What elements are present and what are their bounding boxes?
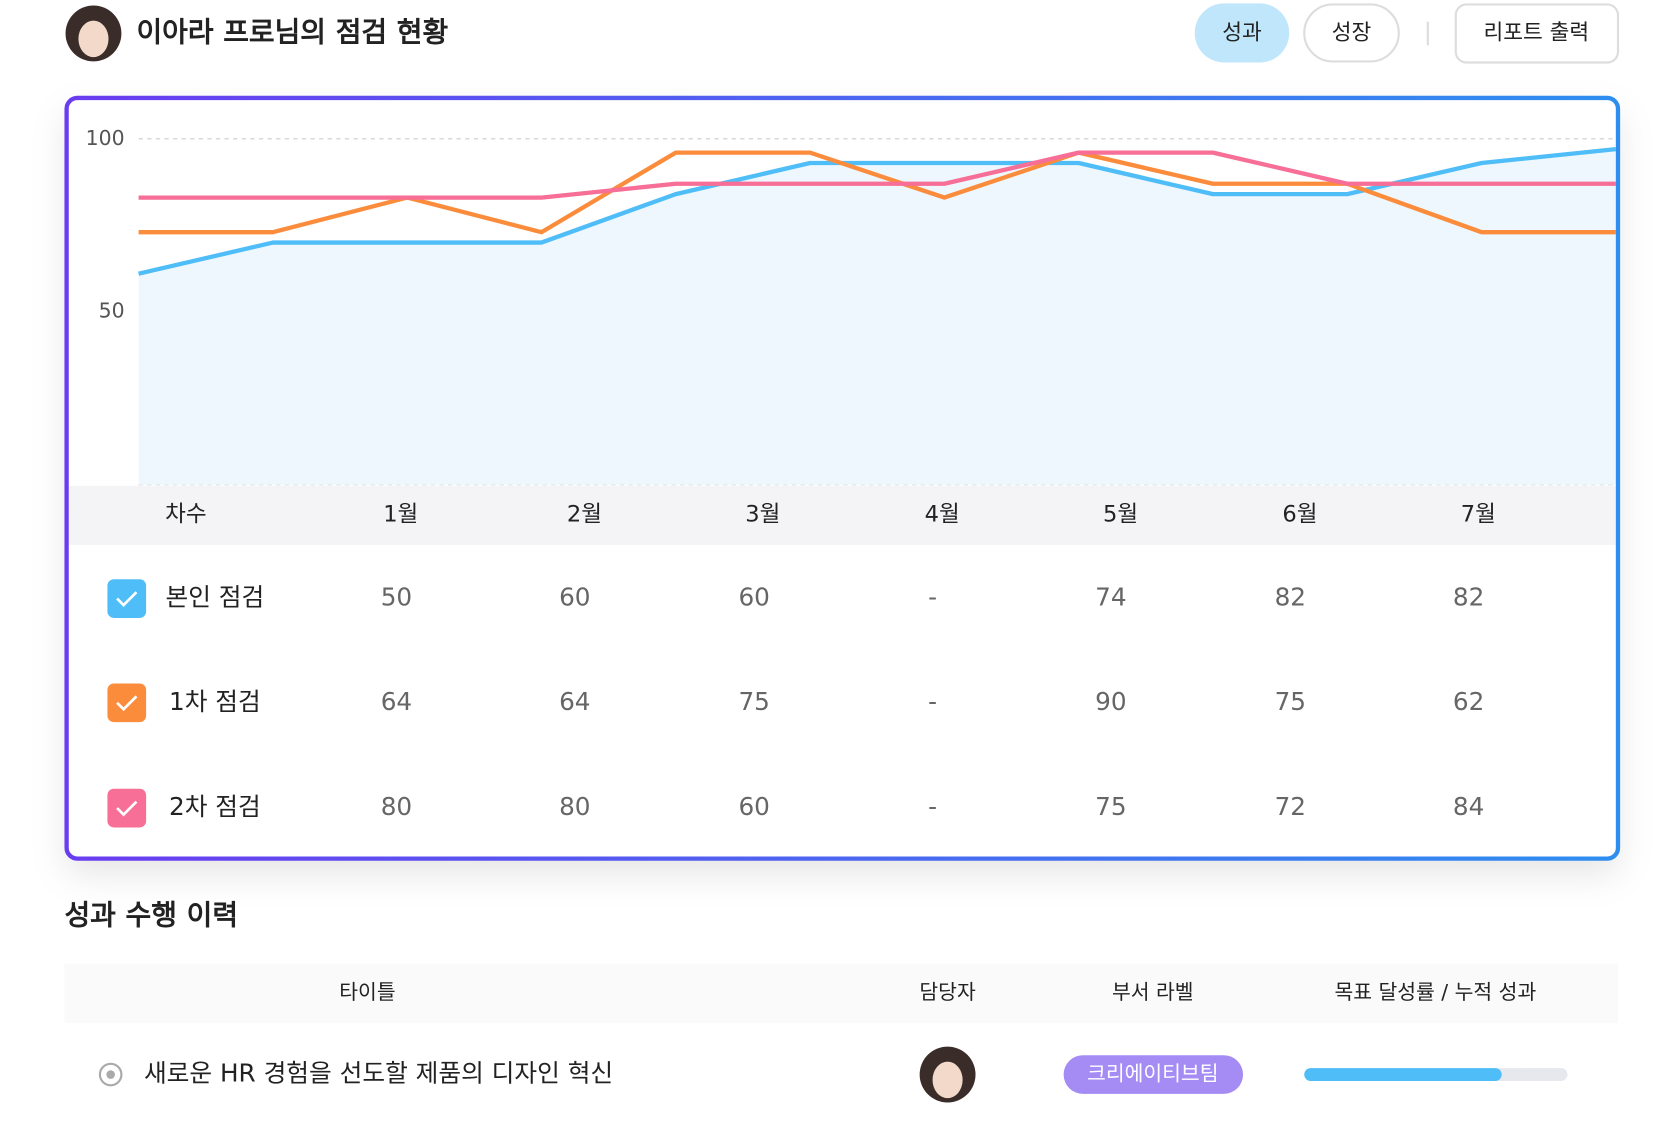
check-icon <box>116 800 138 817</box>
column-header: 2월 <box>567 501 602 527</box>
cell: 84 <box>1453 792 1484 821</box>
checkbox <box>107 788 147 828</box>
checkbox <box>107 683 147 723</box>
column-header: 7월 <box>1461 501 1496 527</box>
area <box>138 149 1616 485</box>
progress-bar <box>1304 1068 1502 1081</box>
row-label: 본인 점검 <box>165 583 264 612</box>
line <box>138 147 1617 276</box>
report-label[interactable]: 리포트 출력 <box>1484 20 1590 45</box>
cell: 64 <box>559 687 590 716</box>
row-icon-dot <box>106 1070 115 1079</box>
cell: 60 <box>738 792 769 821</box>
line <box>138 150 1616 200</box>
cell: 50 <box>381 583 412 612</box>
check-icon <box>116 695 138 712</box>
check-icon <box>116 591 138 607</box>
tab-button[interactable] <box>1194 3 1290 63</box>
cell: 60 <box>738 583 769 612</box>
team-badge <box>1063 1055 1244 1094</box>
cell: 60 <box>559 583 590 612</box>
section-title: 성과 수행 이력 <box>64 899 238 932</box>
table-header-band <box>68 485 1616 545</box>
avatar-face <box>932 1061 963 1099</box>
tab-button[interactable] <box>1303 3 1400 63</box>
cell: - <box>928 687 937 716</box>
tab-label[interactable]: 성과 <box>1222 20 1262 45</box>
column-header: 부서 라벨 <box>1112 980 1194 1004</box>
y-tick-label: 50 <box>99 299 125 323</box>
row-label: 2차 점검 <box>169 792 261 821</box>
card-border <box>64 95 1621 861</box>
cell: - <box>928 583 937 612</box>
column-header: 1월 <box>383 501 418 527</box>
cell: 75 <box>1095 792 1126 821</box>
y-tick-label: 100 <box>86 126 125 150</box>
cell: 75 <box>1275 687 1306 716</box>
cell: 82 <box>1275 583 1306 612</box>
cell: 82 <box>1453 583 1484 612</box>
cell: - <box>928 792 937 821</box>
cell: 75 <box>738 687 769 716</box>
column-header: 5월 <box>1103 501 1138 527</box>
column-header: 차수 <box>165 501 207 527</box>
cell: 74 <box>1095 583 1126 612</box>
line <box>138 150 1616 235</box>
cell: 90 <box>1095 687 1126 716</box>
row-label: 1차 점검 <box>169 687 261 716</box>
row-title: 새로운 HR 경험을 선도할 제품의 디자인 혁신 <box>144 1059 613 1088</box>
cell: 80 <box>381 792 412 821</box>
report-button[interactable] <box>1454 3 1620 64</box>
column-header: 3월 <box>745 501 780 527</box>
row-icon <box>98 1062 123 1087</box>
avatar <box>65 5 122 62</box>
column-header: 6월 <box>1282 501 1317 527</box>
column-header: 타이틀 <box>339 980 395 1004</box>
cell: 80 <box>559 792 590 821</box>
cell: 64 <box>381 687 412 716</box>
column-header: 목표 달성률 / 누적 성과 <box>1334 980 1536 1004</box>
plot: 50 100 <box>86 126 1617 486</box>
column-header: 4월 <box>925 501 960 527</box>
cell: 62 <box>1453 687 1484 716</box>
checkbox <box>107 579 147 618</box>
tab-label[interactable]: 성장 <box>1332 20 1372 45</box>
team-label: 크리에이티브팀 <box>1087 1062 1218 1086</box>
column-header: 담당자 <box>919 980 976 1004</box>
page-title: 이아라 프로님의 점검 현황 <box>136 15 448 48</box>
history-header-band <box>64 963 1618 1023</box>
cell: 72 <box>1275 792 1306 821</box>
